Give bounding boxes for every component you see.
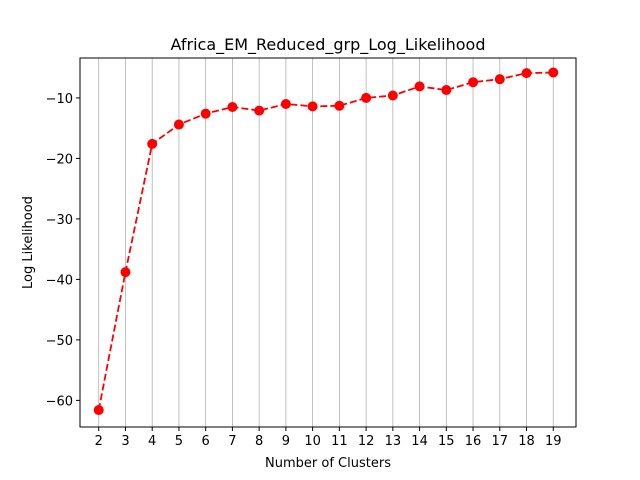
data-point	[173, 119, 184, 130]
x-tick-label: 18	[518, 434, 535, 449]
x-tick-label: 14	[411, 434, 428, 449]
x-tick-label: 17	[492, 434, 509, 449]
grid	[98, 58, 554, 427]
data-point	[120, 267, 131, 278]
x-tick-label: 15	[438, 434, 455, 449]
x-tick-label: 8	[255, 434, 263, 449]
data-point	[548, 67, 559, 78]
data-point	[334, 100, 345, 111]
y-tick-label: −40	[46, 273, 73, 288]
data-point	[200, 108, 211, 119]
data-point	[227, 101, 238, 112]
plot-frame	[79, 57, 577, 428]
data-point	[414, 81, 425, 92]
data-point	[521, 68, 532, 79]
y-tick-label: −50	[46, 334, 73, 349]
y-tick-label: −10	[46, 92, 73, 107]
y-tick-label: −60	[46, 394, 73, 409]
x-tick-label: 10	[304, 434, 321, 449]
data-point	[307, 101, 318, 112]
x-tick-label: 9	[282, 434, 290, 449]
data-point	[468, 77, 479, 88]
x-axis-label: Number of Clusters	[265, 456, 391, 471]
y-tick-label: −20	[46, 152, 73, 167]
y-axis-label: Log Likelihood	[21, 196, 36, 289]
x-tick-label: 11	[331, 434, 348, 449]
x-tick-label: 13	[385, 434, 402, 449]
data-point	[387, 90, 398, 101]
x-tick-label: 5	[175, 434, 183, 449]
data-point	[147, 138, 158, 149]
data-point	[494, 74, 505, 85]
x-tick-label: 19	[545, 434, 562, 449]
data-point	[361, 92, 372, 103]
chart-title: Africa_EM_Reduced_grp_Log_Likelihood	[170, 35, 485, 55]
x-tick-label: 4	[148, 434, 156, 449]
x-tick-label: 2	[95, 434, 103, 449]
data-point	[441, 85, 452, 96]
x-tick-label: 12	[358, 434, 375, 449]
data-point	[93, 405, 104, 416]
data-point	[280, 98, 291, 109]
axis-ticks: 2 3 4 5 6 7 8 9 10 11 12 13 14 15 16 17 18 19 −60 −50 −40 −30…	[46, 92, 562, 449]
x-tick-label: 16	[465, 434, 482, 449]
x-tick-label: 7	[228, 434, 236, 449]
x-tick-label: 3	[121, 434, 129, 449]
data-point	[254, 105, 265, 116]
series	[93, 67, 559, 416]
x-tick-label: 6	[202, 434, 210, 449]
y-tick-label: −30	[46, 213, 73, 228]
